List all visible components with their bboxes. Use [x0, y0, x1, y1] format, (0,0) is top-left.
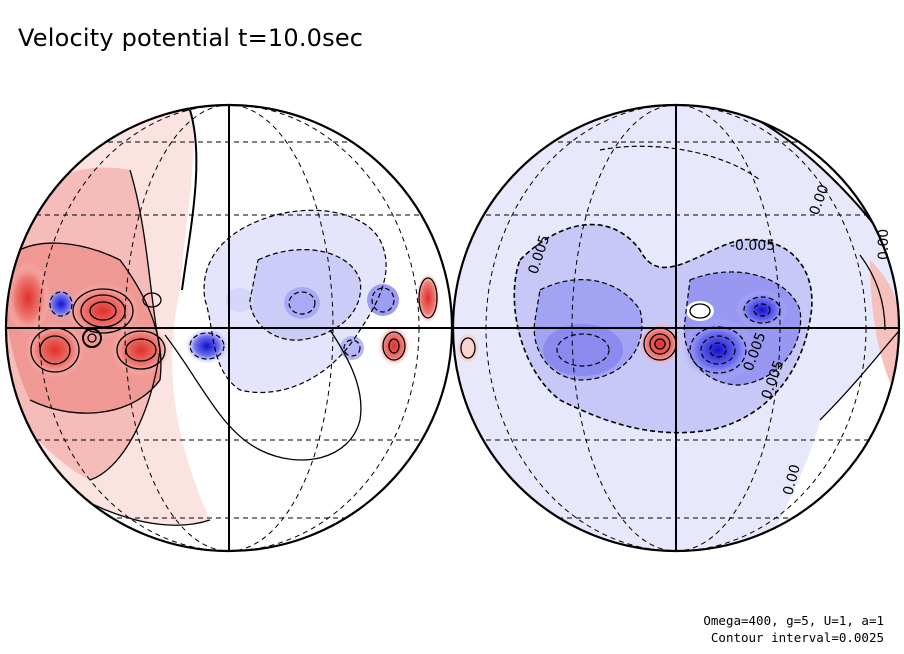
contour-label: 0.00	[780, 463, 804, 497]
positive-cell	[67, 283, 139, 339]
contour-label: 0.00	[876, 229, 892, 260]
left-hemisphere	[6, 105, 452, 551]
contour-label: -0.005	[730, 238, 775, 254]
contour-interval-line: Contour interval=0.0025	[710, 630, 884, 645]
plot-title: Velocity potential t=10.0sec	[18, 24, 364, 52]
parameter-info: Omega=400, g=5, U=1, a=1 Contour interva…	[703, 612, 884, 646]
parameter-line: Omega=400, g=5, U=1, a=1	[703, 613, 884, 628]
negative-cell	[680, 318, 756, 382]
right-hemisphere	[453, 105, 899, 551]
